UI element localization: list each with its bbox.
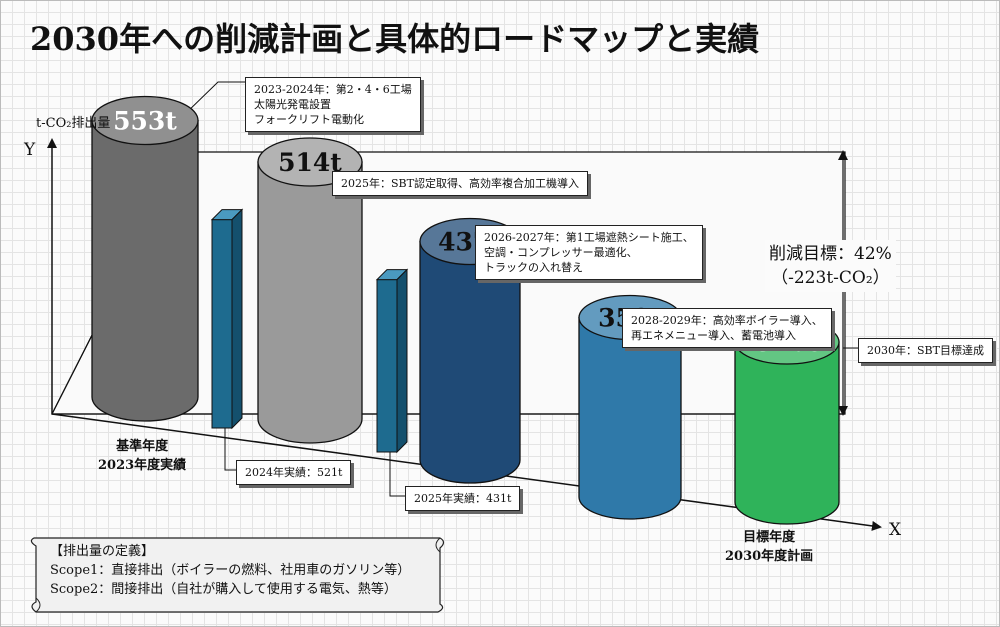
callout-1-line-1: 2023-2024年：第2・4・6工場 xyxy=(254,83,412,96)
definition-scope2: Scope2：間接排出（自社が購入して使用する電気、熱等） xyxy=(50,582,397,597)
target-label-2: 2030年度計画 xyxy=(725,549,814,564)
baseline-label-1: 基準年度 xyxy=(116,439,169,454)
actual-bar-side-2024 xyxy=(231,208,243,430)
target-label: 目標年度 2030年度計画 xyxy=(725,528,813,566)
bar-body-2029 xyxy=(578,316,682,520)
actual-bar-2025 xyxy=(375,268,409,454)
actual-bar-front-2025 xyxy=(376,279,398,453)
bar-label-2023: 553t xyxy=(113,107,177,136)
actual-bar-2024 xyxy=(210,208,244,430)
bar-body-2027 xyxy=(419,240,521,484)
bar-2025: 514t xyxy=(257,137,363,444)
baseline-label: 基準年度 2023年度実績 xyxy=(98,437,186,475)
callout-4-line-1: 2028-2029年：高効率ボイラー導入、 xyxy=(631,314,823,327)
definition-scope1: Scope1：直接排出（ボイラーの燃料、社用車のガソリン等） xyxy=(50,563,411,578)
callout-1-line-2: 太陽光発電設置 xyxy=(254,98,331,111)
actual-connector-1 xyxy=(224,428,236,471)
bar-2023: 553t xyxy=(91,95,199,422)
reduction-target: 削減目標：42% （-223t-CO₂） xyxy=(765,240,896,292)
callout-1-line-3: フォークリフト電動化 xyxy=(254,113,364,126)
y-axis-letter: Y xyxy=(24,140,36,160)
callout-4-line-2: 再エネメニュー導入、蓄電池導入 xyxy=(631,329,796,342)
actual-connector-2 xyxy=(389,451,405,497)
callout-3-line-2: 空調・コンプレッサー最適化、 xyxy=(484,246,638,259)
bar-body-2025 xyxy=(257,161,363,444)
emission-definition: 【排出量の定義】 Scope1：直接排出（ボイラーの燃料、社用車のガソリン等） … xyxy=(40,540,455,606)
callout-2023-2024: 2023-2024年：第2・4・6工場 太陽光発電設置 フォークリフト電動化 xyxy=(245,77,421,132)
actual-2025-callout: 2025年実績：431t xyxy=(405,486,521,511)
callout-2026-2027: 2026-2027年：第1工場遮熱シート施工、 空調・コンプレッサー最適化、 ト… xyxy=(475,225,703,280)
bar-top-2023 xyxy=(91,95,199,146)
callout-2025: 2025年：SBT認定取得、高効率複合加工機導入 xyxy=(332,171,588,196)
callout-2028-2029: 2028-2029年：高効率ボイラー導入、 再エネメニュー導入、蓄電池導入 xyxy=(622,308,832,348)
actual-2025-text: 2025年実績：431t xyxy=(414,492,512,505)
actual-2024-text: 2024年実績：521t xyxy=(245,466,343,479)
definition-heading: 【排出量の定義】 xyxy=(50,544,155,559)
bar-2030: 320t xyxy=(734,319,840,525)
actual-bar-side-2025 xyxy=(396,268,408,454)
reduction-line-1: 削減目標：42% xyxy=(769,244,892,264)
actual-bar-front-2024 xyxy=(211,219,233,429)
page-title: 2030年への削減計画と具体的ロードマップと実績 xyxy=(30,20,760,58)
x-axis-letter: X xyxy=(889,520,902,540)
reduction-line-2: （-223t-CO₂） xyxy=(771,268,890,288)
callout-3-line-3: トラックの入れ替え xyxy=(484,261,583,274)
bar-label-2025: 514t xyxy=(278,148,342,177)
sbt-target-callout: 2030年：SBT目標達成 xyxy=(858,338,993,363)
callout-3-line-1: 2026-2027年：第1工場遮熱シート施工、 xyxy=(484,231,694,244)
callout-2-line-1: 2025年：SBT認定取得、高効率複合加工機導入 xyxy=(341,177,579,190)
bar-body-2023 xyxy=(91,119,199,422)
target-label-1: 目標年度 xyxy=(743,530,796,545)
actual-2024-callout: 2024年実績：521t xyxy=(236,460,352,485)
baseline-label-2: 2023年度実績 xyxy=(98,458,187,473)
bar-body-2030 xyxy=(734,341,840,525)
y-axis-label: t-CO₂排出量 xyxy=(36,116,111,131)
sbt-target-text: 2030年：SBT目標達成 xyxy=(867,344,984,357)
